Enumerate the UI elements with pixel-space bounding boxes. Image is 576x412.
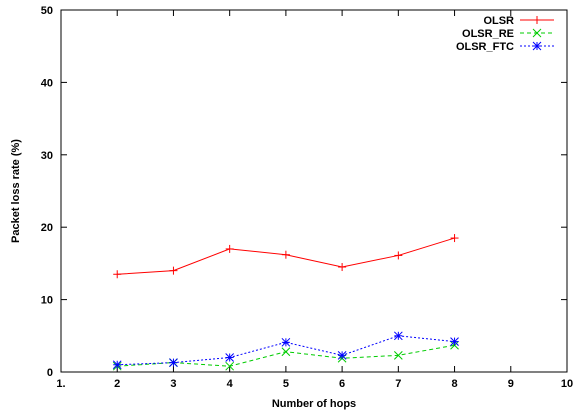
x-tick-label: 8 [451, 378, 457, 390]
x-tick-label: 2 [114, 378, 120, 390]
data-point [393, 331, 403, 341]
x-tick-label: 1. [56, 378, 65, 390]
y-tick-label: 0 [47, 367, 53, 379]
data-point [337, 350, 347, 360]
y-tick-label: 20 [41, 222, 53, 234]
series-olsr-ftc [112, 331, 459, 370]
x-tick-label: 3 [170, 378, 176, 390]
marker-stroke [225, 353, 235, 362]
marker-stroke [532, 28, 542, 38]
x-tick-label: 6 [339, 378, 345, 390]
data-point [225, 244, 234, 253]
data-point [225, 353, 235, 362]
marker-stroke [393, 350, 403, 360]
marker-stroke [393, 331, 403, 341]
legend-label: OLSR_RE [462, 28, 514, 40]
marker-stroke [169, 358, 178, 367]
y-tick-label: 40 [41, 77, 53, 89]
x-tick-label: 10 [561, 378, 573, 390]
legend-label: OLSR_FTC [456, 41, 514, 53]
data-point [532, 28, 542, 38]
marker-stroke [532, 41, 542, 51]
legend-label: OLSR [483, 15, 514, 27]
marker-stroke [112, 360, 122, 370]
data-point [281, 347, 291, 357]
marker-stroke [450, 337, 459, 346]
marker-stroke [337, 350, 347, 360]
data-point [338, 263, 347, 272]
marker-stroke [225, 361, 235, 371]
data-point [393, 350, 403, 360]
x-tick-label: 9 [508, 378, 514, 390]
data-point [281, 250, 290, 259]
series-olsr [113, 234, 459, 279]
x-tick-label: 5 [283, 378, 289, 390]
x-tick-label: 7 [395, 378, 401, 390]
series-line [117, 344, 455, 367]
data-point [225, 361, 235, 371]
data-point [112, 360, 122, 370]
data-point [450, 234, 459, 243]
y-axis-ticks: 0 10 20 30 40 50 [41, 5, 567, 379]
data-point [169, 266, 178, 275]
y-tick-label: 30 [41, 150, 53, 162]
x-tick-label: 4 [227, 378, 234, 390]
marker-stroke [281, 347, 291, 357]
series-layer [112, 234, 459, 371]
y-axis-label: Packet loss rate (%) [10, 139, 22, 243]
x-axis-label: Number of hops [272, 398, 356, 410]
data-point [169, 358, 178, 367]
data-point [450, 337, 459, 346]
data-point [533, 16, 541, 24]
data-point [281, 337, 291, 347]
data-point [394, 251, 403, 260]
y-tick-label: 50 [41, 5, 53, 17]
data-point [532, 41, 542, 51]
marker-stroke [281, 337, 291, 347]
plot-frame [60, 9, 568, 373]
data-point [113, 270, 122, 279]
x-axis-ticks: 1. 2 3 4 5 6 7 8 9 10 [56, 10, 573, 390]
y-tick-label: 10 [41, 295, 53, 307]
